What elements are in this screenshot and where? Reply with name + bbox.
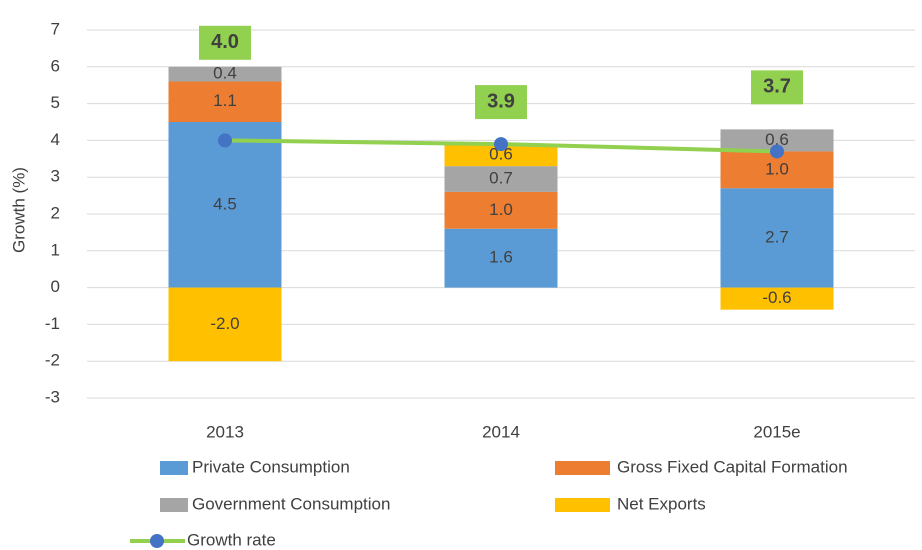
x-tick-label: 2015e [753, 422, 800, 441]
y-axis-label: Growth (%) [9, 167, 28, 253]
legend-swatch [555, 461, 610, 475]
line-marker [218, 133, 232, 148]
data-label: -0.6 [762, 288, 791, 307]
data-label: 1.0 [489, 200, 513, 219]
bar-segment [168, 66, 282, 82]
bar-segment [720, 287, 834, 310]
data-label: 1.6 [489, 248, 513, 267]
bar-segment [168, 287, 282, 362]
line-marker [770, 144, 784, 159]
data-label: 3.7 [763, 76, 791, 98]
y-tick-label: 2 [51, 203, 60, 222]
y-tick-label: 0 [51, 277, 60, 296]
legend-swatch [555, 498, 610, 512]
legend-label: Net Exports [617, 494, 706, 513]
data-label: 0.6 [765, 130, 789, 149]
legend-label: Private Consumption [192, 457, 350, 476]
x-tick-label: 2014 [482, 422, 520, 441]
line-marker [494, 137, 508, 152]
bar-segment [444, 191, 558, 229]
y-tick-label: 6 [51, 56, 60, 75]
data-label-box [475, 85, 527, 120]
y-tick-label: 4 [51, 130, 60, 149]
data-label: 2.7 [765, 227, 789, 246]
legend-swatch [160, 461, 188, 475]
legend-label: Government Consumption [192, 494, 390, 513]
bar-segment [168, 81, 282, 122]
y-tick-label: 3 [51, 167, 60, 186]
bar-segment [444, 228, 558, 288]
y-tick-label: -3 [45, 387, 60, 406]
legend-swatch [160, 498, 188, 512]
data-label: 4.5 [213, 194, 237, 213]
bar-segment [444, 144, 558, 167]
data-label: 1.0 [765, 159, 789, 178]
legend-label: Gross Fixed Capital Formation [617, 457, 848, 476]
bar-segment [720, 129, 834, 152]
y-tick-label: 5 [51, 93, 60, 112]
y-tick-label: -1 [45, 314, 60, 333]
data-label-box [751, 70, 803, 105]
data-label: 0.7 [489, 169, 513, 188]
bar-segment [720, 188, 834, 288]
y-tick-label: 1 [51, 240, 60, 259]
x-tick-label: 2013 [206, 422, 244, 441]
data-label: 0.4 [213, 64, 237, 83]
y-tick-label: -2 [45, 351, 60, 370]
data-label-box [199, 25, 251, 60]
y-tick-label: 7 [51, 19, 60, 38]
bar-segment [168, 122, 282, 288]
data-label: 4.0 [211, 31, 239, 53]
legend-marker [150, 534, 164, 548]
bar-segment [444, 166, 558, 192]
data-label: 0.6 [489, 145, 513, 164]
data-label: 3.9 [487, 90, 515, 112]
legend-label: Growth rate [187, 530, 276, 549]
data-label: 1.1 [213, 91, 237, 110]
data-label: -2.0 [210, 314, 239, 333]
